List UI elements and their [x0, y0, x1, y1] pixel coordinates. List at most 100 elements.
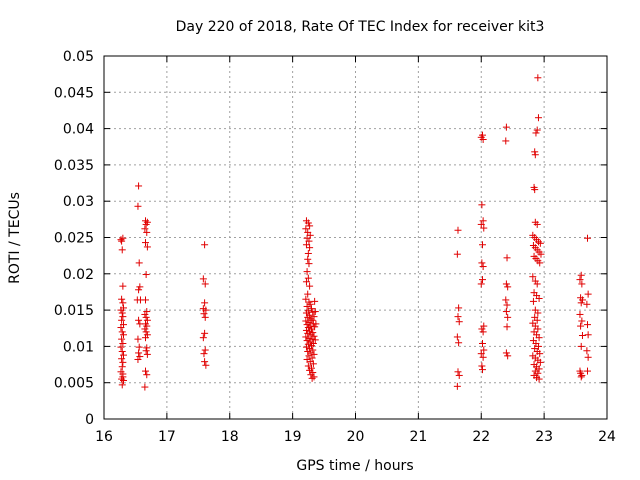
data-point: [584, 367, 592, 375]
data-point: [302, 241, 310, 249]
data-point: [535, 294, 543, 302]
data-point: [143, 218, 151, 226]
data-point: [141, 367, 149, 375]
data-point: [453, 382, 461, 390]
data-point: [534, 325, 542, 333]
data-point: [537, 250, 545, 258]
data-point: [134, 355, 142, 363]
data-point: [118, 316, 126, 324]
data-point: [453, 333, 461, 341]
data-point: [141, 225, 149, 233]
data-point: [119, 358, 127, 366]
data-point: [578, 296, 586, 304]
data-point: [533, 316, 541, 324]
data-point: [136, 283, 144, 291]
data-point: [135, 182, 143, 190]
data-point: [304, 249, 312, 257]
data-point: [134, 335, 142, 343]
data-point: [142, 347, 150, 355]
data-point: [577, 342, 585, 350]
data-point: [304, 255, 312, 263]
data-point: [455, 318, 463, 326]
data-point: [118, 355, 126, 363]
data-point: [303, 337, 311, 345]
plot-frame: [103, 55, 608, 420]
data-point: [118, 363, 126, 371]
data-point: [143, 371, 151, 379]
data-point: [304, 290, 312, 298]
x-tick-label: 18: [221, 429, 239, 445]
x-tick-label: 24: [598, 429, 616, 445]
data-point: [502, 349, 510, 357]
data-point: [531, 186, 539, 194]
data-point: [119, 234, 127, 242]
data-point: [118, 246, 126, 254]
data-point: [584, 321, 592, 329]
data-point: [143, 243, 151, 251]
data-point: [135, 316, 143, 324]
data-point: [455, 304, 463, 312]
data-point: [302, 333, 310, 341]
data-point: [478, 259, 486, 267]
data-point: [310, 350, 318, 358]
x-axis-label: GPS time / hours: [296, 458, 413, 474]
data-point: [119, 351, 127, 359]
data-point: [534, 342, 542, 350]
data-point: [135, 343, 143, 351]
data-point: [479, 366, 487, 374]
y-tick-label: 0.01: [63, 339, 94, 355]
data-point: [302, 326, 310, 334]
data-point: [477, 220, 485, 228]
data-point: [479, 328, 487, 336]
data-point: [529, 297, 537, 305]
data-point: [535, 365, 543, 373]
data-point: [304, 274, 312, 282]
data-point: [504, 283, 512, 291]
data-point: [201, 241, 209, 249]
chart-title: Day 220 of 2018, Rate Of TEC Index for r…: [176, 19, 545, 35]
data-point: [576, 276, 584, 284]
data-point: [479, 263, 487, 271]
data-point: [536, 259, 544, 267]
data-point: [306, 231, 314, 239]
data-point: [529, 273, 537, 281]
data-point: [202, 306, 210, 314]
data-point: [535, 375, 543, 383]
data-point: [306, 244, 314, 252]
data-point: [117, 343, 125, 351]
data-point: [303, 268, 311, 276]
data-point: [307, 331, 315, 339]
data-point: [142, 271, 150, 279]
data-point: [536, 358, 544, 366]
data-point: [534, 309, 542, 317]
data-point: [311, 336, 319, 344]
data-point: [304, 347, 312, 355]
data-point: [578, 332, 586, 340]
data-point: [135, 349, 143, 357]
x-tick-label: 20: [347, 429, 365, 445]
data-point: [199, 275, 207, 283]
x-tick-label: 19: [284, 429, 302, 445]
data-point: [119, 370, 127, 378]
data-point: [502, 296, 510, 304]
data-point: [578, 317, 586, 325]
y-tick-label: 0.015: [54, 303, 94, 319]
data-point: [478, 201, 486, 209]
data-point: [479, 353, 487, 361]
data-point: [141, 239, 149, 247]
data-point: [141, 334, 149, 342]
data-point: [584, 234, 592, 242]
data-point: [304, 329, 312, 337]
data-point: [454, 313, 462, 321]
grid-lines: [104, 56, 607, 419]
data-point: [306, 282, 314, 290]
y-tick-label: 0: [85, 412, 94, 428]
data-point: [201, 299, 209, 307]
data-point: [478, 325, 486, 333]
data-point: [534, 74, 542, 82]
data-point: [201, 329, 209, 337]
data-point: [201, 280, 209, 288]
data-point: [119, 339, 127, 347]
y-tick-label: 0.025: [54, 231, 94, 247]
data-point: [455, 371, 463, 379]
